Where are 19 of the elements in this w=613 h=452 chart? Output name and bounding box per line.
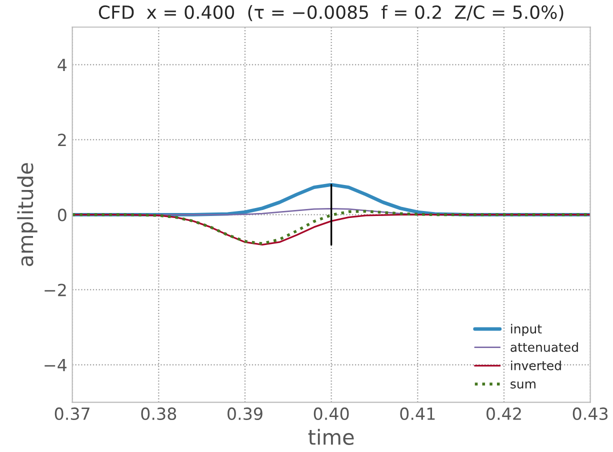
legend-label: input	[511, 324, 542, 336]
y-tick-label: 2	[58, 134, 66, 146]
x-tick-label: 0.43	[572, 407, 608, 420]
y-tick-label: −4	[44, 358, 67, 372]
chart-title: CFD x = 0.400 (τ = −0.0085 f = 0.2 Z/C = 5.0%)	[98, 5, 564, 22]
x-tick-label: 0.37	[54, 407, 90, 420]
x-axis-title: time	[308, 428, 354, 445]
x-tick-label: 0.38	[141, 407, 176, 420]
legend-label: sum	[510, 381, 536, 389]
x-tick-label: 0.40	[314, 407, 349, 420]
x-tick-label: 0.42	[486, 407, 521, 420]
y-axis-title: amplitude	[17, 163, 38, 266]
y-tick-label: 4	[58, 58, 67, 71]
legend-label: attenuated	[510, 342, 578, 352]
x-tick-label: 0.39	[228, 407, 262, 420]
x-tick-label: 0.41	[400, 407, 435, 420]
legend-label: inverted	[511, 360, 561, 370]
y-tick-label: 0	[58, 208, 66, 222]
y-tick-label: −2	[44, 284, 66, 296]
